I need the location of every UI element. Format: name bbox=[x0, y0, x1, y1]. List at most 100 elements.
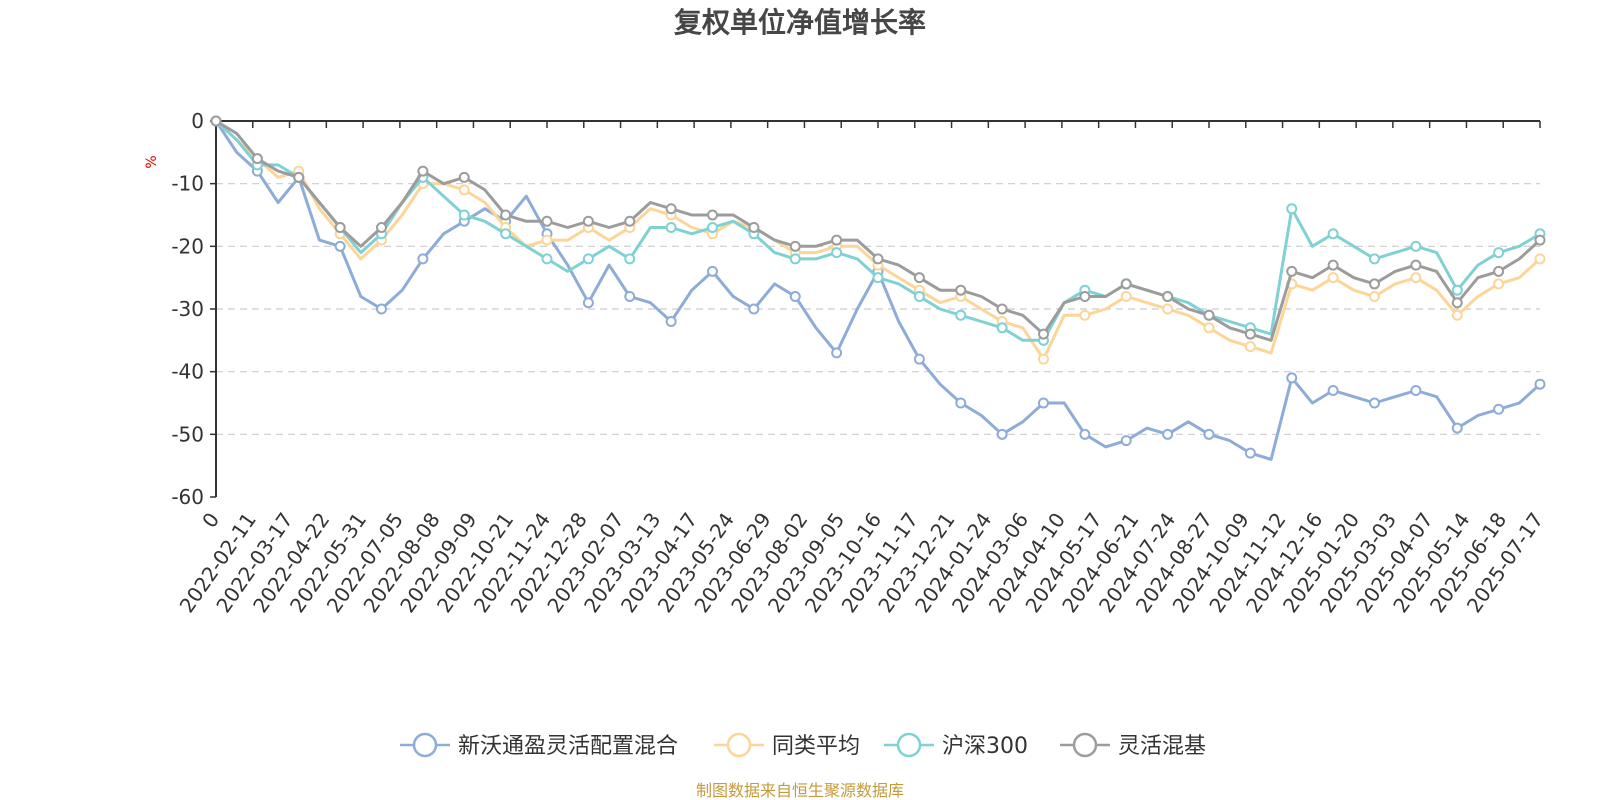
chart-title: 复权单位净值增长率 bbox=[674, 6, 926, 39]
series-point bbox=[1369, 397, 1380, 409]
axes: 0-10-20-30-40-50-6002022-02-112022-03-17… bbox=[171, 109, 1548, 617]
series-point bbox=[1120, 435, 1132, 447]
series-point bbox=[955, 309, 967, 321]
series-point bbox=[1079, 428, 1091, 440]
series-point bbox=[789, 253, 801, 265]
series-point bbox=[1493, 403, 1505, 415]
legend-marker-icon bbox=[896, 732, 922, 758]
y-axis-unit: % bbox=[144, 155, 160, 168]
series-point bbox=[1410, 384, 1422, 396]
series-point bbox=[1534, 378, 1546, 390]
series-point bbox=[665, 222, 677, 234]
series-point bbox=[1286, 265, 1298, 277]
series-point bbox=[1203, 428, 1215, 440]
series-group bbox=[210, 115, 1546, 346]
y-tick-label: -20 bbox=[171, 234, 204, 258]
series-point bbox=[1369, 253, 1380, 265]
y-tick-label: -50 bbox=[171, 422, 204, 446]
y-tick-label: -10 bbox=[171, 172, 204, 196]
series-point bbox=[1493, 265, 1505, 277]
series-point bbox=[334, 222, 346, 234]
series-group bbox=[210, 115, 1546, 461]
series-point bbox=[500, 228, 512, 240]
series-point bbox=[1327, 272, 1339, 284]
legend-marker-icon bbox=[726, 732, 752, 758]
series-point bbox=[1120, 290, 1132, 302]
series-point bbox=[1493, 278, 1505, 290]
series-point bbox=[458, 171, 470, 183]
series-point bbox=[955, 397, 967, 409]
legend-item[interactable]: 同类平均 bbox=[714, 732, 860, 759]
series-point bbox=[831, 234, 843, 246]
y-tick-label: -60 bbox=[171, 485, 204, 509]
series-point bbox=[541, 253, 553, 265]
series-point bbox=[872, 253, 884, 265]
legend-label: 灵活混基 bbox=[1118, 734, 1206, 759]
legend-item[interactable]: 沪深300 bbox=[884, 732, 1028, 759]
series-point bbox=[996, 303, 1008, 315]
series-point bbox=[458, 209, 470, 221]
series-point bbox=[293, 171, 305, 183]
series-point bbox=[707, 222, 718, 234]
series-point bbox=[541, 234, 553, 246]
y-tick-label: 0 bbox=[191, 109, 204, 133]
series-point bbox=[1120, 278, 1132, 290]
series-point bbox=[872, 272, 884, 284]
legend-marker-icon bbox=[1072, 732, 1098, 758]
series-point bbox=[1451, 309, 1463, 321]
series-point bbox=[1286, 372, 1298, 384]
legend-label: 沪深300 bbox=[942, 734, 1028, 759]
series-point bbox=[1244, 447, 1256, 459]
series-line bbox=[214, 120, 1542, 461]
series-point bbox=[913, 272, 925, 284]
series-point bbox=[707, 265, 718, 277]
series-point bbox=[582, 297, 594, 309]
legend-marker-icon bbox=[412, 732, 438, 758]
series-point bbox=[1244, 341, 1256, 353]
series-point bbox=[707, 209, 718, 221]
grid-lines bbox=[216, 183, 1540, 435]
series-point bbox=[1038, 397, 1049, 409]
legend-item[interactable]: 灵活混基 bbox=[1060, 732, 1206, 759]
series-point bbox=[624, 253, 636, 265]
series-point bbox=[624, 290, 636, 302]
series-point bbox=[624, 215, 636, 227]
series-point bbox=[831, 247, 843, 259]
y-tick-label: -30 bbox=[171, 297, 204, 321]
series-point bbox=[1038, 328, 1049, 340]
series-point bbox=[955, 284, 967, 296]
series-group bbox=[210, 115, 1546, 342]
series-point bbox=[500, 209, 512, 221]
series-point bbox=[417, 165, 429, 177]
series-point bbox=[376, 303, 387, 315]
series-point bbox=[1038, 353, 1049, 365]
series-point bbox=[1203, 309, 1215, 321]
legend-label: 新沃通盈灵活配置混合 bbox=[458, 734, 678, 759]
series-point bbox=[1079, 290, 1091, 302]
series-point bbox=[1162, 290, 1174, 302]
series-point bbox=[1369, 278, 1380, 290]
series-point bbox=[1451, 422, 1463, 434]
series-point bbox=[458, 184, 470, 196]
series-point bbox=[789, 290, 801, 302]
series-point bbox=[913, 353, 925, 365]
series-point bbox=[1410, 272, 1422, 284]
series-point bbox=[251, 153, 263, 165]
series-point bbox=[1369, 290, 1380, 302]
series-point bbox=[1534, 234, 1546, 246]
series-point bbox=[996, 322, 1008, 334]
legend-item[interactable]: 新沃通盈灵活配置混合 bbox=[400, 732, 678, 759]
series-point bbox=[665, 316, 677, 328]
series-point bbox=[1534, 253, 1546, 265]
series-point bbox=[1451, 297, 1463, 309]
series-point bbox=[1203, 322, 1215, 334]
series-line bbox=[214, 119, 1541, 342]
series-line bbox=[215, 119, 1542, 342]
series-point bbox=[1162, 303, 1174, 315]
series-point bbox=[1327, 384, 1339, 396]
legend[interactable]: 新沃通盈灵活配置混合 同类平均 沪深300 灵活混基 bbox=[400, 732, 1206, 759]
series-point bbox=[1244, 328, 1256, 340]
series-point bbox=[1162, 428, 1174, 440]
series-point bbox=[996, 428, 1008, 440]
